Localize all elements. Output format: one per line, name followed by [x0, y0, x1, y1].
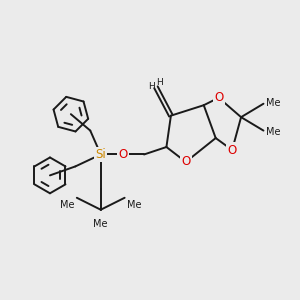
- Text: H: H: [156, 78, 163, 87]
- Text: Me: Me: [94, 219, 108, 229]
- Text: Me: Me: [60, 200, 74, 210]
- Text: O: O: [118, 148, 128, 161]
- Text: O: O: [214, 91, 223, 104]
- Text: O: O: [181, 155, 190, 168]
- Text: O: O: [227, 143, 237, 157]
- Text: Me: Me: [266, 127, 280, 137]
- Text: Si: Si: [95, 148, 106, 161]
- Text: H: H: [148, 82, 155, 91]
- Text: Me: Me: [266, 98, 280, 107]
- Text: Me: Me: [127, 200, 142, 210]
